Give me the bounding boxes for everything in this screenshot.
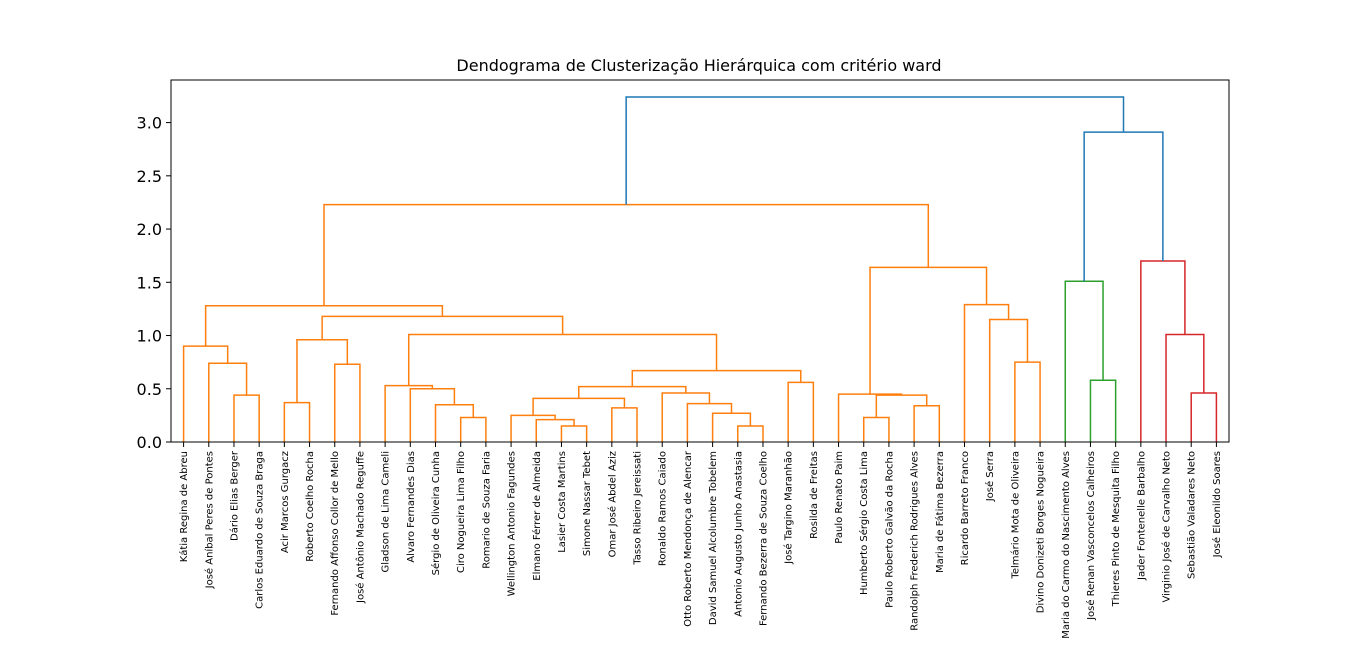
dendrogram-link (333, 363, 361, 442)
leaf-label: Acir Marcos Gurgacz (280, 451, 291, 553)
leaf-label: Lasier Costa Martins (557, 451, 568, 553)
leaf-label: Ciro Nogueira Lima Filho (456, 451, 467, 573)
leaf-label: José Aníbal Peres de Pontes (203, 451, 215, 589)
leaf-label: Otto Roberto Mendonça de Alencar (683, 450, 694, 627)
dendrogram-link (1014, 361, 1041, 442)
dendrogram-link (1140, 260, 1186, 442)
leaf-label: Romario de Souza Faria (481, 451, 492, 569)
leaf-label: Carlos Eduardo de Souza Braga (255, 451, 266, 609)
leaf-label: Randolph Frederich Rodrigues Alves (910, 451, 921, 631)
leaf-label: Fernando Bezerra de Souza Coelho (758, 451, 769, 626)
dendrogram-link (1165, 333, 1205, 442)
dendrogram-link (296, 339, 349, 403)
leaf-label: David Samuel Alcolumbre Tobelem (708, 451, 719, 625)
dendrogram-link (711, 412, 752, 442)
dendrogram-link (787, 381, 815, 442)
dendrogram-link (208, 362, 248, 442)
leaf-label: Wellington Antonio Fagundes (507, 451, 518, 596)
dendrogram-link (869, 266, 988, 395)
y-tick-label: 1.0 (137, 327, 162, 346)
plot-frame (170, 79, 1230, 443)
dendrogram-link (1083, 131, 1164, 282)
leaf-label: Kátia Regina de Abreu (178, 451, 190, 562)
leaf-label: Virginio José de Carvalho Neto (1161, 451, 1173, 603)
dendrogram-link (611, 407, 638, 442)
leaf-label: Antonio Augusto Junho Anastasia (733, 451, 744, 617)
dendrogram-link (913, 405, 941, 442)
y-tick-label: 2.0 (137, 220, 162, 239)
leaf-label: Simone Nassar Tebet (582, 451, 593, 556)
leaf-label: Paulo Roberto Galvão da Rocha (884, 451, 895, 608)
leaf-label: Alvaro Fernandes Dias (406, 451, 417, 563)
leaf-label: José Renan Vasconcelos Calheiros (1085, 451, 1097, 621)
leaf-label: Tasso Ribeiro Jereissati (633, 451, 644, 566)
leaf-label: Divino Donizeti Borges Nogueira (1036, 451, 1047, 613)
leaf-label: Maria de Fátima Bezerra (934, 451, 946, 573)
y-tick-label: 1.5 (137, 273, 162, 292)
leaf-label: José Targino Maranhão (783, 451, 795, 565)
dendrogram-link (459, 416, 487, 442)
dendrogram-link (407, 333, 718, 386)
dendrogram-link (737, 425, 764, 442)
y-tick-label: 0.5 (137, 380, 162, 399)
dendrogram-link (631, 369, 802, 387)
leaf-label: Omar José Abdel Aziz (606, 451, 618, 557)
dendrogram-link (1064, 280, 1104, 442)
dendrogram-link (204, 304, 444, 347)
dendrogram-link (323, 203, 930, 306)
y-tick-label: 2.5 (137, 167, 162, 186)
leaf-label: Paulo Renato Paim (834, 451, 845, 544)
leaf-label: Ricardo Barreto Franco (960, 451, 971, 565)
dendrogram-link (875, 394, 928, 418)
leaf-label: Elmano Férrer de Almeida (531, 451, 543, 581)
dendrogram-link (625, 96, 1125, 205)
leaf-label: Humberto Sérgio Costa Lima (858, 451, 870, 595)
dendrogram-link (1089, 379, 1117, 442)
y-tick-label: 3.0 (137, 114, 162, 133)
dendrogram-link (233, 394, 260, 442)
y-axis: 0.0 0.5 1.0 1.5 2.0 2.5 3.0 (137, 114, 171, 452)
leaf-label: Roberto Coelho Rocha (305, 451, 316, 562)
dendrogram-link (434, 403, 475, 442)
leaf-label: Dário Elias Berger (228, 450, 240, 541)
dendrogram-links (182, 96, 1218, 442)
leaf-label: Sebastião Valadares Neto (1187, 451, 1198, 579)
chart-title: Dendograma de Clusterização Hierárquica … (456, 56, 941, 75)
leaf-label: Telmário Mota de Oliveira (1009, 451, 1021, 580)
leaf-label: José Serra (984, 451, 996, 502)
leaf-label: Ronaldo Ramos Caiado (658, 451, 669, 566)
dendrogram-link (686, 402, 733, 442)
dendrogram-link (988, 318, 1029, 442)
dendrogram-link (409, 388, 456, 442)
dendrogram-link (182, 345, 229, 442)
leaf-label: José Antônio Machado Reguffe (354, 451, 366, 604)
dendrogram-link (384, 384, 434, 442)
leaf-label: Sérgio de Oliveira Cunha (430, 451, 442, 575)
leaf-label: Fernando Affonso Collor de Mello (330, 451, 341, 616)
dendrogram-link (321, 315, 564, 340)
dendrogram-link (963, 303, 1010, 442)
leaf-label: Maria do Carmo do Nascimento Alves (1061, 451, 1072, 639)
y-tick-label: 0.0 (137, 433, 162, 452)
x-axis: Kátia Regina de Abreu José Aníbal Peres d… (178, 442, 1223, 639)
leaf-label: Thieres Pinto de Mesquita Filho (1111, 451, 1122, 607)
leaf-label: José Eleonildo Soares (1211, 451, 1223, 558)
dendrogram-link (283, 401, 311, 442)
dendrogram-link (862, 416, 890, 442)
dendrogram-link (535, 418, 575, 442)
dendrogram-link (532, 397, 626, 416)
dendrogram-link (1190, 392, 1218, 442)
dendrogram-link (661, 392, 711, 442)
leaf-label: Gladson de Lima Cameli (381, 451, 392, 572)
dendrogram-link (560, 425, 588, 442)
leaf-label: Rosilda de Freitas (809, 451, 820, 539)
leaf-label: Jader Fontenelle Barbalho (1136, 451, 1147, 581)
